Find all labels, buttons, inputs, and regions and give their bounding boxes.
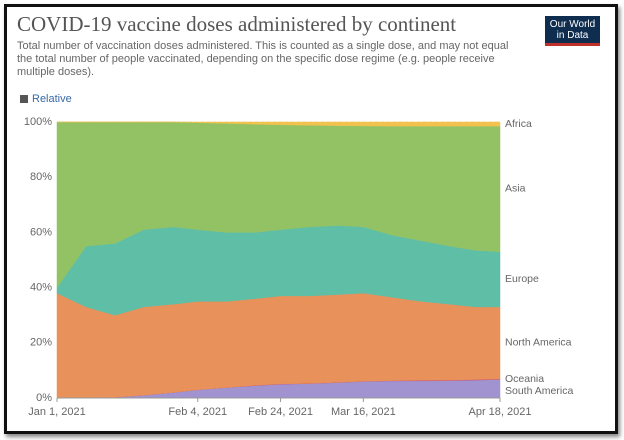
legend-label: Asia: [505, 183, 526, 195]
logo[interactable]: Our World in Data: [545, 16, 600, 46]
x-tick-label: Apr 18, 2021: [469, 406, 532, 418]
legend-label: North America: [505, 337, 572, 349]
legend-label: Europe: [505, 273, 539, 285]
x-tick-label: Feb 24, 2021: [248, 406, 313, 418]
y-tick-label: 0%: [36, 392, 52, 404]
chart-subtitle: Total number of vaccination doses admini…: [17, 40, 509, 78]
x-tick-label: Jan 1, 2021: [28, 406, 86, 418]
x-tick-label: Mar 16, 2021: [331, 406, 396, 418]
x-tick-label: Feb 4, 2021: [168, 406, 227, 418]
y-tick-label: 20%: [30, 337, 52, 349]
y-tick-label: 80%: [30, 171, 52, 183]
legend-label: Oceania: [505, 373, 544, 385]
y-tick-label: 60%: [30, 226, 52, 238]
checkbox[interactable]: [20, 95, 28, 103]
relative-toggle[interactable]: Relative: [20, 93, 72, 105]
y-tick-label: 40%: [30, 282, 52, 294]
y-tick-label: 100%: [24, 116, 52, 128]
legend-label: Africa: [505, 118, 532, 130]
legend-label: South America: [505, 385, 573, 397]
chart-title: COVID-19 vaccine doses administered by c…: [17, 12, 457, 36]
logo-line: Our World: [549, 19, 596, 30]
area: [57, 121, 501, 127]
logo-line: in Data: [556, 30, 589, 41]
toggle-label: Relative: [32, 93, 72, 105]
